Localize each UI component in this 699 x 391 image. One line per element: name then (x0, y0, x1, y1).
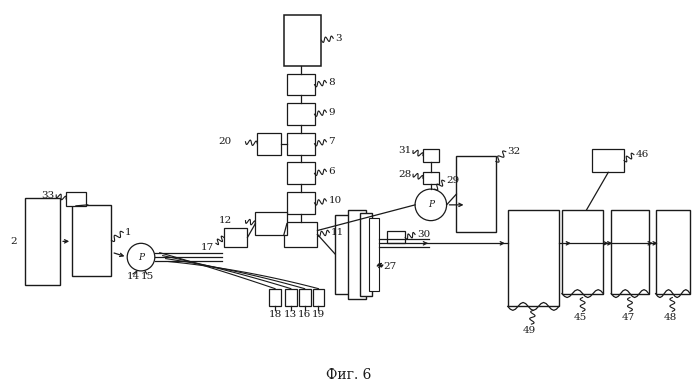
Text: 48: 48 (664, 313, 677, 322)
Text: 30: 30 (417, 230, 431, 239)
Bar (360, 213, 372, 296)
Text: 31: 31 (398, 146, 411, 155)
Text: 15: 15 (140, 272, 154, 282)
Bar (287, 103, 315, 125)
Bar (507, 210, 559, 307)
Text: Фиг. 6: Фиг. 6 (326, 368, 372, 382)
Bar (66, 192, 86, 206)
Text: 12: 12 (219, 216, 231, 225)
Text: 6: 6 (329, 167, 335, 176)
Bar (593, 149, 624, 172)
Circle shape (415, 189, 447, 221)
Bar (387, 231, 405, 243)
Bar (24, 198, 60, 285)
Text: 28: 28 (398, 170, 411, 179)
Text: 45: 45 (574, 313, 587, 322)
Bar (285, 289, 297, 307)
Text: 27: 27 (384, 262, 397, 271)
Text: 7: 7 (329, 137, 335, 146)
Text: 10: 10 (329, 196, 342, 205)
Text: 20: 20 (219, 137, 231, 146)
Bar (312, 289, 324, 307)
Text: 1: 1 (125, 228, 132, 237)
Text: 16: 16 (298, 310, 311, 319)
Bar (269, 289, 281, 307)
Text: 19: 19 (312, 310, 325, 319)
Bar (284, 222, 317, 247)
Bar (656, 210, 690, 294)
Text: P: P (428, 200, 434, 209)
Bar (287, 133, 315, 154)
Bar (348, 210, 366, 298)
Bar (298, 289, 310, 307)
Text: 33: 33 (41, 190, 55, 199)
Text: 17: 17 (201, 243, 214, 252)
Text: 18: 18 (268, 310, 282, 319)
Bar (336, 215, 353, 294)
Text: 29: 29 (447, 176, 460, 185)
Bar (287, 163, 315, 184)
Text: 9: 9 (329, 108, 335, 117)
Bar (257, 133, 281, 154)
Text: 3: 3 (336, 34, 342, 43)
Text: 32: 32 (507, 147, 521, 156)
Bar (287, 74, 315, 95)
Circle shape (127, 243, 154, 271)
Text: P: P (138, 253, 144, 262)
Bar (423, 172, 439, 184)
Bar (287, 192, 315, 214)
Text: 8: 8 (329, 78, 335, 87)
Text: 2: 2 (10, 237, 17, 246)
Bar (369, 218, 379, 291)
Bar (284, 14, 322, 66)
Bar (224, 228, 247, 247)
Text: 47: 47 (621, 313, 635, 322)
Text: 13: 13 (284, 310, 298, 319)
Text: 14: 14 (127, 272, 140, 282)
Bar (456, 156, 496, 233)
Bar (72, 205, 111, 276)
Text: 49: 49 (523, 326, 536, 335)
Bar (423, 149, 439, 163)
Bar (562, 210, 603, 294)
Bar (611, 210, 649, 294)
Text: 11: 11 (331, 228, 345, 237)
Text: 46: 46 (636, 150, 649, 159)
Bar (255, 212, 287, 235)
